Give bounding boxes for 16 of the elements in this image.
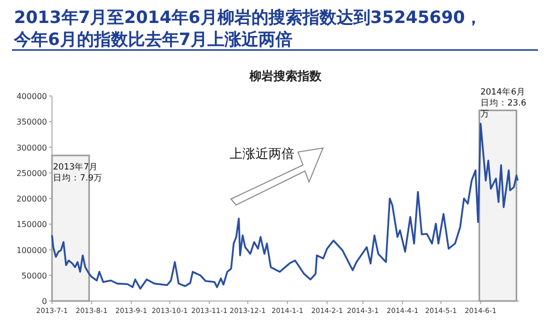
chart-title: 2013年7月至2014年6月柳岩的搜索指数达到35245690，: [14, 8, 482, 28]
band-label: 2014年6月日均：23.6万: [480, 86, 526, 120]
text: 柳岩搜索指数: [248, 69, 322, 83]
line-series: [51, 122, 519, 290]
chart-subtitle: 今年6月的指数比去年7月上涨近两倍: [13, 30, 293, 50]
y-tick-label: 200000: [16, 194, 47, 204]
band-label: 2013年7月日均：7.9万: [53, 161, 103, 184]
y-tick-label: 400000: [16, 92, 47, 101]
y-tick-label: 250000: [16, 168, 47, 178]
y-tick-label: 50000: [22, 271, 47, 280]
annotation: 上涨近两倍: [230, 147, 294, 162]
y-tick-label: 350000: [16, 118, 47, 127]
y-tick-label: 100000: [16, 246, 47, 255]
y-tick-label: 0: [42, 297, 47, 306]
y-tick-label: 300000: [16, 143, 47, 152]
y-tick-label: 150000: [16, 220, 47, 230]
